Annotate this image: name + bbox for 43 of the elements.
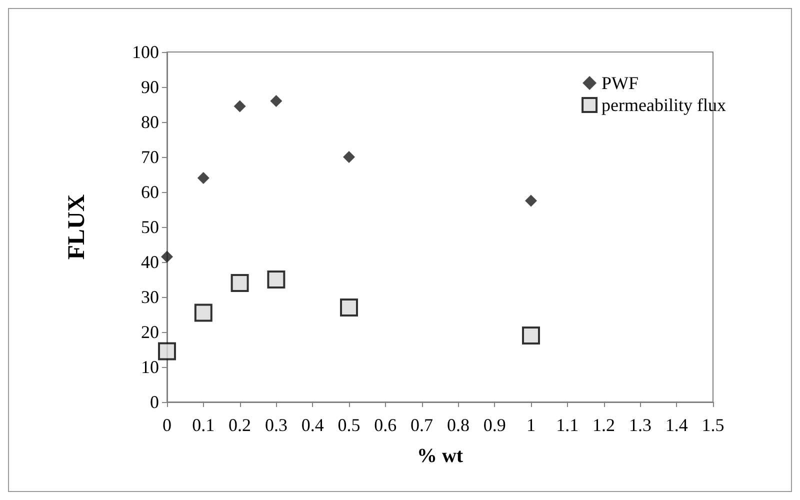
- y-tick-label: 20: [141, 322, 159, 342]
- point: [194, 304, 212, 322]
- point: [340, 298, 358, 316]
- x-tick-label: 0.3: [264, 415, 288, 435]
- point: [522, 326, 540, 344]
- x-tick-label: 0.7: [410, 415, 434, 435]
- x-tick-label: 0.5: [338, 415, 360, 435]
- x-tick-label: 0.2: [228, 415, 252, 435]
- y-tick-label: 70: [141, 147, 159, 167]
- x-tick-label: 0.4: [301, 415, 324, 435]
- x-tick-label: 1.1: [556, 415, 579, 435]
- point: [267, 270, 286, 288]
- y-tick-label: 0: [150, 392, 159, 412]
- point: [270, 95, 282, 107]
- point: [230, 274, 249, 292]
- y-tick-label: 50: [141, 217, 159, 237]
- point: [197, 172, 210, 184]
- y-tick-label: 100: [132, 42, 159, 62]
- legend-label: PWF: [602, 73, 639, 93]
- point: [525, 194, 537, 207]
- legend-label: permeability flux: [602, 95, 726, 115]
- y-tick-label: 30: [141, 287, 159, 307]
- point: [158, 342, 176, 360]
- x-tick-label: 0.1: [192, 415, 215, 435]
- point: [234, 100, 246, 112]
- x-tick-label: 1.3: [628, 415, 652, 435]
- y-tick-label: 90: [141, 77, 159, 97]
- x-tick-label: 0: [162, 415, 172, 435]
- x-tick-label: 1.2: [592, 415, 616, 435]
- x-axis-title: % wt: [416, 445, 464, 467]
- x-tick-label: 1: [526, 415, 536, 435]
- x-tick-label: 1.4: [665, 415, 688, 435]
- x-tick-label: 0.9: [483, 415, 506, 435]
- y-tick-label: 10: [141, 357, 159, 377]
- point: [343, 151, 355, 163]
- y-axis-title: FLUX: [64, 194, 90, 260]
- y-tick-label: 80: [141, 112, 159, 132]
- point: [161, 250, 173, 263]
- x-tick-label: 1.5: [702, 415, 724, 435]
- x-tick-label: 0.8: [446, 415, 470, 435]
- y-tick-label: 60: [141, 182, 159, 202]
- x-tick-label: 0.6: [374, 415, 397, 435]
- y-tick-label: 40: [141, 252, 159, 272]
